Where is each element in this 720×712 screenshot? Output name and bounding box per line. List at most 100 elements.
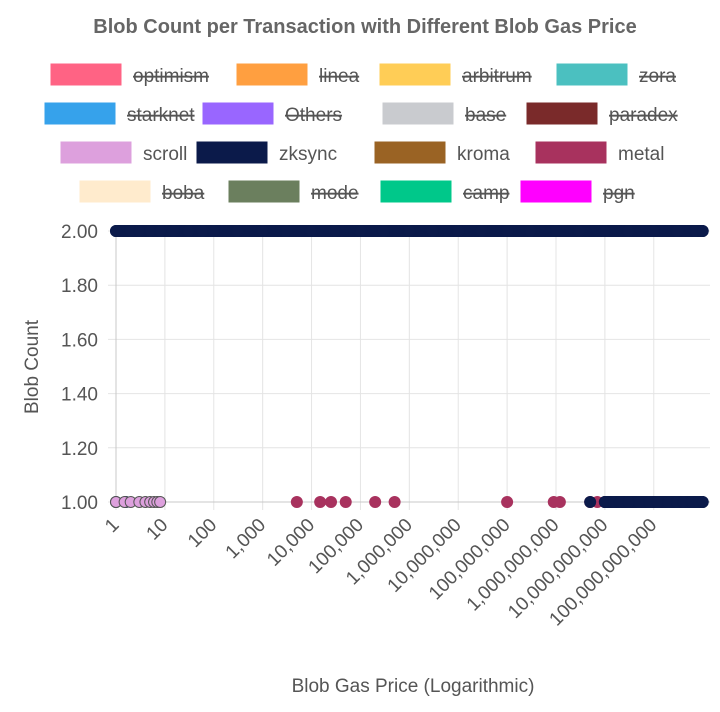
chart-title: Blob Count per Transaction with Differen…: [93, 16, 637, 38]
legend-label: optimism: [133, 66, 209, 87]
legend-swatch: [50, 63, 122, 86]
legend-item-zora[interactable]: zora: [556, 63, 676, 87]
point-zksync[interactable]: [154, 225, 167, 237]
point-zksync[interactable]: [182, 225, 195, 237]
legend-swatch: [520, 180, 592, 203]
legend-item-boba[interactable]: boba: [79, 180, 205, 204]
legend-item-starknet[interactable]: starknet: [44, 102, 195, 126]
legend-item-paradex[interactable]: paradex: [526, 102, 678, 126]
legend-item-metal[interactable]: metal: [535, 141, 664, 165]
legend-label: zksync: [279, 144, 337, 165]
point-zksync[interactable]: [696, 496, 709, 508]
y-tick-label: 1.00: [61, 493, 98, 514]
point-zksync[interactable]: [622, 225, 635, 237]
legend-swatch: [196, 141, 268, 164]
legend-label: arbitrum: [462, 66, 532, 87]
legend-item-base[interactable]: base: [382, 102, 506, 126]
point-zksync[interactable]: [403, 225, 416, 237]
point-zksync[interactable]: [196, 225, 209, 237]
point-zksync[interactable]: [524, 225, 537, 237]
legend-item-camp[interactable]: camp: [380, 180, 509, 204]
legend-label: zora: [639, 66, 676, 87]
point-zksync[interactable]: [144, 225, 157, 237]
point-metal[interactable]: [501, 496, 514, 508]
x-tick-label: 1: [101, 515, 123, 537]
point-zksync[interactable]: [354, 225, 367, 237]
point-metal[interactable]: [553, 496, 566, 508]
point-metal[interactable]: [339, 496, 352, 508]
point-zksync[interactable]: [328, 225, 341, 237]
y-tick-label: 1.20: [61, 439, 98, 460]
point-zksync[interactable]: [671, 225, 684, 237]
legend: optimism linea arbitrum zora starknet Others b…: [44, 63, 678, 204]
point-zksync[interactable]: [279, 225, 292, 237]
point-metal[interactable]: [388, 496, 401, 508]
legend-swatch: [380, 180, 452, 203]
y-tick-label: 1.40: [61, 385, 98, 406]
legend-label: starknet: [127, 105, 195, 126]
y-axis-ticks: 1.00 1.20 1.40 1.60 1.80 2.00: [61, 222, 98, 514]
legend-swatch: [44, 102, 116, 125]
point-metal[interactable]: [369, 496, 382, 508]
point-zksync[interactable]: [584, 496, 597, 508]
point-zksync[interactable]: [598, 225, 611, 237]
x-tick-label: 10: [143, 515, 173, 545]
legend-label: scroll: [143, 144, 187, 165]
legend-label: base: [465, 105, 506, 126]
point-zksync[interactable]: [633, 496, 646, 508]
point-zksync[interactable]: [573, 225, 586, 237]
point-zksync[interactable]: [550, 225, 562, 237]
legend-item-optimism[interactable]: optimism: [50, 63, 209, 87]
y-axis-label: Blob Count: [22, 319, 43, 414]
point-zksync[interactable]: [501, 225, 514, 237]
point-zksync[interactable]: [622, 496, 635, 508]
legend-item-zksync[interactable]: zksync: [196, 141, 337, 165]
point-zksync[interactable]: [207, 225, 220, 237]
point-zksync[interactable]: [167, 225, 180, 237]
point-zksync[interactable]: [231, 225, 244, 237]
point-zksync[interactable]: [452, 225, 465, 237]
legend-item-pgn[interactable]: pgn: [520, 180, 635, 204]
point-scroll[interactable]: [154, 496, 167, 508]
point-zksync[interactable]: [110, 225, 122, 237]
legend-swatch: [79, 180, 151, 203]
legend-swatch: [228, 180, 300, 203]
legend-swatch: [374, 141, 446, 164]
legend-label: metal: [618, 144, 664, 165]
data-points: [110, 225, 709, 508]
point-metal[interactable]: [314, 496, 327, 508]
legend-swatch: [526, 102, 598, 125]
point-metal[interactable]: [290, 496, 303, 508]
legend-label: camp: [463, 183, 509, 204]
point-zksync[interactable]: [647, 225, 660, 237]
legend-label: pgn: [603, 183, 635, 204]
legend-swatch: [60, 141, 132, 164]
grid: [108, 230, 710, 510]
legend-label: paradex: [609, 105, 678, 126]
legend-item-arbitrum[interactable]: arbitrum: [379, 63, 532, 87]
x-axis-ticks: 1 10 100 1,00010,000100,0001,000,00010,000,…: [101, 515, 661, 631]
point-zksync[interactable]: [426, 225, 439, 237]
point-zksync[interactable]: [651, 496, 664, 508]
point-zksync[interactable]: [475, 225, 488, 237]
point-zksync[interactable]: [256, 225, 269, 237]
legend-item-linea[interactable]: linea: [236, 63, 360, 87]
point-zksync[interactable]: [377, 225, 390, 237]
x-axis-label: Blob Gas Price (Logarithmic): [292, 676, 535, 697]
legend-swatch: [556, 63, 628, 86]
legend-swatch: [382, 102, 454, 125]
x-tick-label: 100: [184, 515, 221, 552]
y-tick-label: 1.80: [61, 276, 98, 297]
point-metal[interactable]: [325, 496, 338, 508]
point-zksync[interactable]: [305, 225, 318, 237]
legend-swatch: [535, 141, 607, 164]
legend-label: mode: [311, 183, 359, 204]
legend-item-mode[interactable]: mode: [228, 180, 359, 204]
point-zksync[interactable]: [133, 225, 146, 237]
legend-item-others[interactable]: Others: [202, 102, 342, 126]
legend-item-kroma[interactable]: kroma: [374, 141, 510, 165]
legend-item-scroll[interactable]: scroll: [60, 141, 187, 165]
legend-label: linea: [319, 66, 360, 87]
point-zksync[interactable]: [696, 225, 709, 237]
